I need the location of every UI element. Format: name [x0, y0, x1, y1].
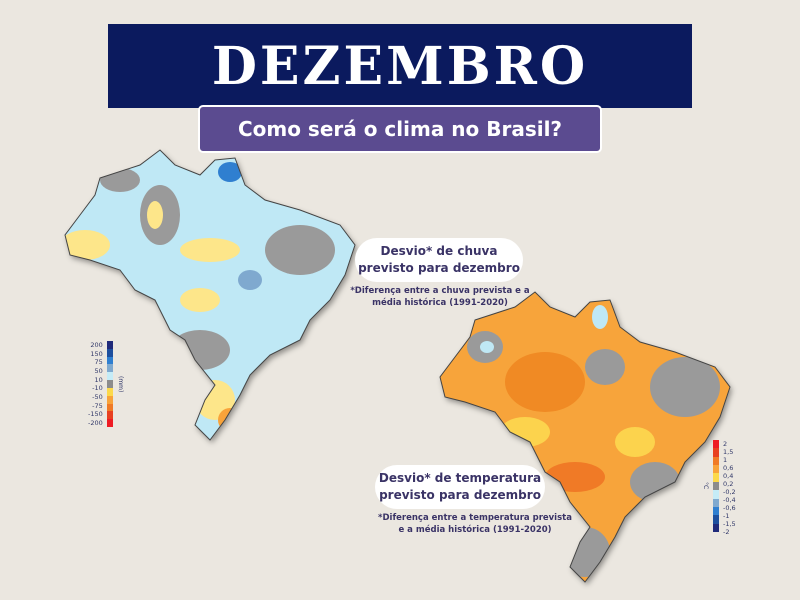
legend-label: 0,6 — [723, 464, 734, 472]
rain-legend: 200 150 75 50 10 -10 -50 -75 -150 -200 (mm) — [88, 341, 124, 427]
legend-label: -10 — [92, 384, 103, 393]
temperature-title-line1: Desvio* de temperatura — [378, 471, 542, 485]
legend-swatch — [713, 506, 719, 516]
legend-swatch — [713, 473, 719, 482]
legend-label: -0,4 — [723, 496, 736, 504]
legend-label: -75 — [92, 401, 103, 410]
legend-label: 10 — [94, 375, 103, 384]
temperature-title-line2: previsto para dezembro — [379, 488, 541, 502]
legend-swatch — [713, 448, 719, 457]
legend-label: -2 — [723, 528, 730, 536]
legend-label: 1 — [723, 456, 728, 464]
legend-label: 0,4 — [723, 472, 734, 480]
legend-label: -1,5 — [723, 520, 736, 528]
temperature-note-line2: e a média histórica (1991-2020) — [398, 525, 552, 535]
temperature-callout: Desvio* de temperatura previsto para dez… — [375, 465, 545, 509]
temperature-note-line1: *Diferença entre a temperatura prevista — [378, 513, 572, 523]
legend-swatch — [106, 403, 113, 412]
rain-legend-labels: 200 150 75 50 10 -10 -50 -75 -150 -200 — [88, 341, 103, 427]
temperature-legend-bar — [713, 440, 719, 532]
temperature-legend-unit: °C — [702, 482, 709, 490]
legend-label: 2 — [723, 440, 728, 448]
title-banner: DEZEMBRO — [108, 24, 692, 108]
legend-swatch — [106, 364, 113, 373]
temperature-legend: 2 1,5 1 0,6 0,4 0,2 -0,2 -0,4 -0,6 -1 -1,5 -2 °C — [702, 440, 736, 536]
legend-label: 150 — [90, 349, 103, 358]
legend-label: -200 — [88, 418, 103, 427]
rain-note: *Diferença entre a chuva prevista e a mé… — [340, 285, 540, 309]
legend-swatch — [713, 515, 719, 524]
legend-swatch — [106, 348, 113, 357]
legend-label: 50 — [94, 366, 103, 375]
legend-label: 0,2 — [723, 480, 734, 488]
legend-label: -1 — [723, 512, 730, 520]
legend-label: -0,2 — [723, 488, 736, 496]
legend-swatch — [106, 395, 113, 404]
legend-label: 1,5 — [723, 448, 734, 456]
legend-swatch — [106, 387, 113, 396]
page-subtitle: Como será o clima no Brasil? — [237, 117, 563, 141]
legend-label: -50 — [92, 392, 103, 401]
rain-callout: Desvio* de chuva previsto para dezembro — [355, 238, 523, 282]
temperature-note: *Diferença entre a temperatura prevista … — [375, 512, 575, 536]
legend-label: 75 — [94, 358, 103, 367]
temperature-legend-labels: 2 1,5 1 0,6 0,4 0,2 -0,2 -0,4 -0,6 -1 -1,5 -2 — [723, 440, 736, 536]
subtitle-box: Como será o clima no Brasil? — [198, 105, 602, 153]
legend-swatch — [713, 456, 719, 466]
legend-swatch — [713, 498, 719, 507]
legend-swatch — [713, 440, 719, 449]
legend-swatch — [106, 419, 113, 427]
legend-label: 200 — [90, 341, 103, 349]
rain-legend-unit: (mm) — [116, 375, 124, 393]
page-title: DEZEMBRO — [211, 35, 589, 97]
legend-swatch — [106, 341, 113, 349]
legend-swatch — [713, 465, 719, 474]
legend-swatch — [106, 372, 113, 381]
rain-note-line2: média histórica (1991-2020) — [372, 298, 508, 308]
legend-label: -0,6 — [723, 504, 736, 512]
rain-note-line1: *Diferença entre a chuva prevista e a — [350, 286, 530, 296]
rain-title-line1: Desvio* de chuva — [380, 244, 498, 258]
legend-swatch — [713, 490, 719, 499]
legend-swatch — [106, 411, 113, 420]
legend-swatch — [713, 481, 719, 491]
rain-legend-bar — [106, 341, 113, 427]
temperature-deviation-map — [439, 291, 731, 583]
rain-title-line2: previsto para dezembro — [358, 261, 520, 275]
legend-label: -150 — [88, 410, 103, 419]
legend-swatch — [106, 356, 113, 365]
legend-swatch — [713, 523, 719, 532]
legend-swatch — [106, 380, 113, 388]
